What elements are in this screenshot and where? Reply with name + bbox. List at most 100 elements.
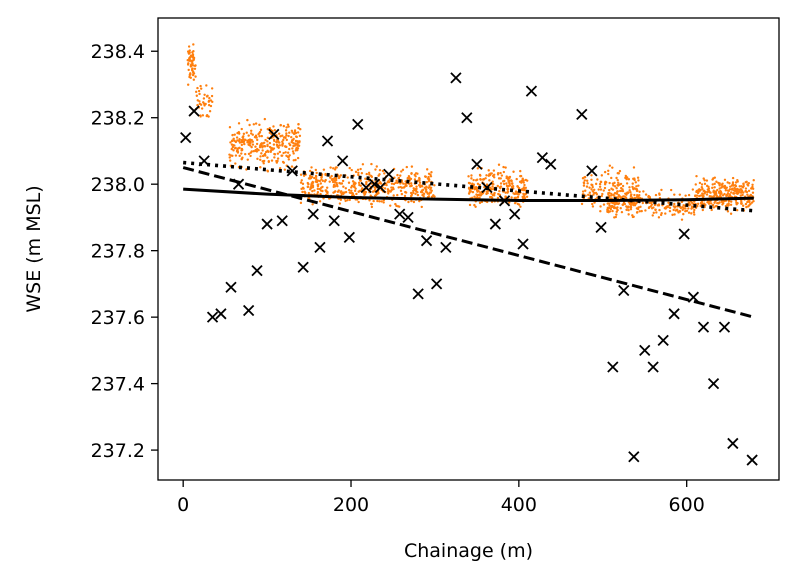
data-point xyxy=(751,187,755,190)
data-point xyxy=(749,202,752,206)
data-point xyxy=(191,67,194,70)
data-point xyxy=(524,186,527,190)
data-point xyxy=(291,150,295,153)
data-point xyxy=(636,189,639,192)
data-point xyxy=(693,213,696,216)
data-point xyxy=(736,190,739,193)
data-point-x-stroke xyxy=(440,241,452,253)
data-point xyxy=(237,139,241,143)
data-point xyxy=(724,204,728,208)
data-point xyxy=(365,172,368,176)
data-point xyxy=(595,193,599,196)
data-point xyxy=(720,200,724,204)
data-point xyxy=(191,73,195,77)
data-point xyxy=(399,174,402,177)
data-point xyxy=(198,100,201,103)
data-point xyxy=(666,205,669,208)
data-point xyxy=(502,182,506,186)
data-point xyxy=(721,182,724,185)
data-point xyxy=(396,173,399,177)
data-point xyxy=(236,139,239,142)
data-point-x-stroke xyxy=(746,454,758,466)
data-point-x xyxy=(586,165,598,177)
data-point xyxy=(197,89,201,93)
data-point xyxy=(427,186,430,189)
data-point xyxy=(360,172,364,175)
data-point xyxy=(729,203,733,207)
data-point xyxy=(262,144,266,148)
data-point xyxy=(608,191,611,195)
data-point xyxy=(627,208,630,212)
data-point xyxy=(323,180,327,183)
data-point xyxy=(632,201,636,205)
data-point xyxy=(751,183,754,186)
data-point xyxy=(603,183,607,186)
data-point xyxy=(590,178,593,182)
data-point xyxy=(272,125,275,128)
data-point xyxy=(641,201,645,205)
data-point xyxy=(297,123,300,126)
data-point xyxy=(240,147,244,151)
data-point xyxy=(700,201,704,204)
data-point xyxy=(266,144,269,148)
data-point xyxy=(707,189,711,192)
data-point xyxy=(479,177,482,181)
data-point xyxy=(678,193,682,196)
data-point xyxy=(500,174,504,177)
data-point xyxy=(423,175,427,178)
data-point xyxy=(231,133,234,137)
data-point xyxy=(332,191,335,194)
data-point xyxy=(319,189,323,192)
data-point xyxy=(291,147,294,150)
data-point-x xyxy=(360,181,372,194)
data-point xyxy=(205,84,208,87)
data-point-x-stroke xyxy=(489,218,501,230)
data-point xyxy=(728,194,732,197)
data-point xyxy=(433,195,436,198)
data-point xyxy=(285,138,288,142)
data-point xyxy=(375,165,378,168)
data-point xyxy=(287,125,290,128)
data-point xyxy=(248,123,251,127)
data-point-x xyxy=(489,218,501,230)
data-point-x xyxy=(595,221,607,234)
data-point xyxy=(668,209,672,213)
data-point xyxy=(399,189,403,193)
data-point xyxy=(506,191,509,194)
data-point xyxy=(352,185,356,188)
data-point xyxy=(620,189,623,192)
data-point xyxy=(377,191,380,195)
data-point xyxy=(658,208,661,212)
data-point xyxy=(348,166,351,170)
data-point xyxy=(636,211,639,214)
data-point xyxy=(628,189,631,192)
data-point xyxy=(430,171,433,174)
data-point-x xyxy=(232,178,245,190)
data-point xyxy=(521,197,525,200)
data-point xyxy=(616,178,619,182)
data-point xyxy=(405,165,408,169)
data-point xyxy=(355,192,358,196)
data-point xyxy=(470,174,473,177)
data-point-x xyxy=(383,168,395,180)
data-point xyxy=(260,134,264,138)
data-point xyxy=(652,206,655,209)
data-point xyxy=(264,138,267,142)
x-axis-label: Chainage (m) xyxy=(404,540,533,562)
data-point xyxy=(700,183,704,186)
data-point xyxy=(658,192,661,195)
data-point xyxy=(228,159,232,162)
data-point xyxy=(290,135,293,139)
data-point xyxy=(382,201,385,204)
data-point xyxy=(229,141,232,144)
data-point xyxy=(257,148,260,152)
data-point xyxy=(492,194,496,197)
data-point xyxy=(236,151,240,154)
y-tick-label: 237.4 xyxy=(91,374,145,396)
data-point xyxy=(608,194,611,198)
data-point xyxy=(731,176,735,180)
data-point xyxy=(342,192,345,196)
data-point xyxy=(278,150,282,154)
data-point xyxy=(313,189,316,192)
data-point-x-stroke xyxy=(286,165,298,177)
